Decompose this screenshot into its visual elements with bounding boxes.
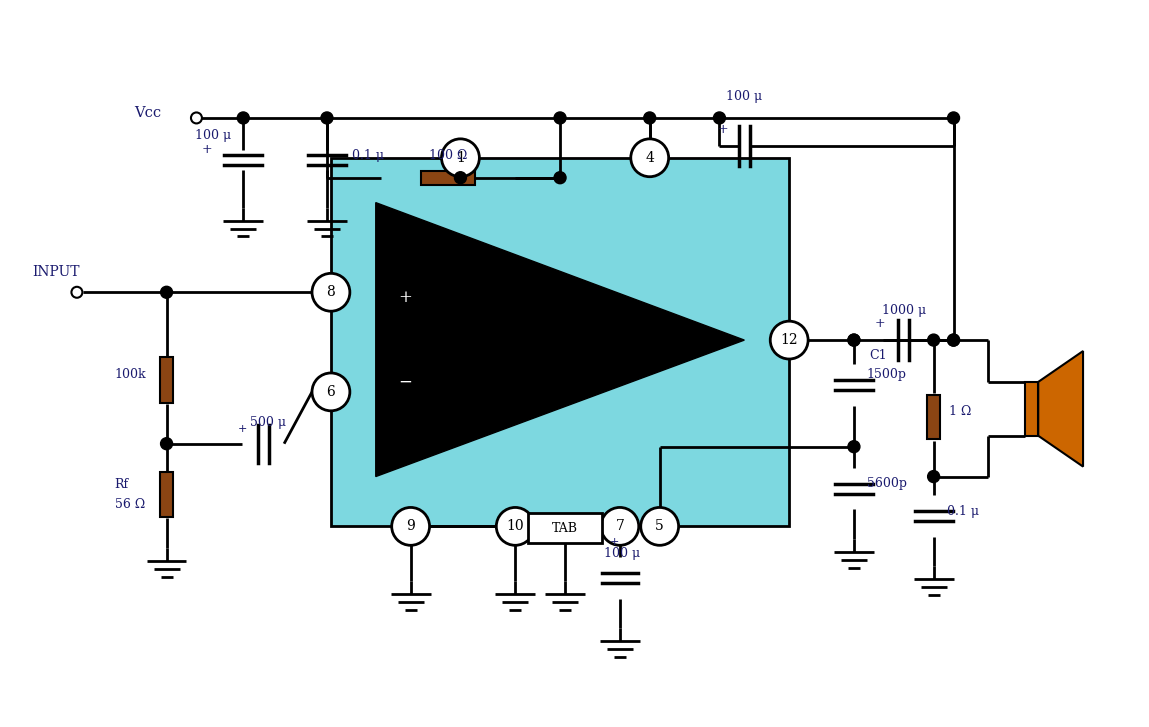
Text: 1000 μ: 1000 μ [881, 304, 926, 317]
Circle shape [161, 286, 172, 298]
Circle shape [392, 507, 430, 545]
Text: 5600p: 5600p [866, 477, 907, 490]
Circle shape [191, 113, 202, 124]
Text: 6: 6 [326, 385, 336, 399]
Circle shape [554, 172, 566, 184]
Circle shape [238, 112, 249, 124]
Circle shape [313, 273, 349, 311]
Text: −: − [399, 374, 412, 390]
Circle shape [848, 334, 859, 346]
Circle shape [71, 286, 83, 298]
Bar [421, 171, 476, 185]
Text: Vcc: Vcc [133, 106, 161, 120]
Circle shape [927, 334, 940, 346]
Circle shape [641, 507, 679, 545]
Circle shape [631, 139, 669, 177]
Bar [1025, 382, 1039, 435]
Text: 7: 7 [616, 519, 624, 534]
Text: TAB: TAB [552, 522, 578, 535]
Text: 4: 4 [646, 150, 654, 165]
Circle shape [161, 438, 172, 450]
Circle shape [601, 507, 639, 545]
Circle shape [496, 507, 534, 545]
Text: 10: 10 [507, 519, 524, 534]
Bar [927, 395, 940, 438]
Text: +: + [202, 143, 213, 156]
Text: 100 μ: 100 μ [726, 89, 763, 103]
Circle shape [848, 334, 859, 346]
Circle shape [643, 112, 656, 124]
Text: Rf: Rf [115, 478, 129, 491]
Text: +: + [718, 124, 728, 137]
Circle shape [948, 334, 959, 346]
Text: 500 μ: 500 μ [250, 417, 286, 429]
Text: C1: C1 [869, 348, 887, 361]
Circle shape [313, 373, 349, 411]
Text: +: + [874, 317, 885, 329]
Text: +: + [610, 537, 619, 547]
Text: INPUT: INPUT [32, 265, 79, 279]
Circle shape [554, 112, 566, 124]
Bar [160, 472, 173, 518]
Text: +: + [238, 424, 247, 434]
Text: 0.1 μ: 0.1 μ [352, 149, 384, 162]
Circle shape [455, 172, 466, 184]
Polygon shape [376, 203, 745, 477]
Text: 100 μ: 100 μ [195, 129, 231, 142]
Text: 12: 12 [780, 333, 799, 347]
Text: 100 μ: 100 μ [603, 547, 640, 560]
Text: 0.1 μ: 0.1 μ [947, 505, 979, 518]
Text: 100k: 100k [115, 369, 146, 382]
Circle shape [441, 139, 479, 177]
Bar [527, 513, 602, 543]
Text: 5: 5 [655, 519, 664, 534]
Bar [331, 158, 789, 526]
Text: 100 Ω: 100 Ω [429, 149, 468, 162]
Text: +: + [399, 289, 412, 306]
Text: 1500p: 1500p [866, 369, 907, 382]
Text: 56 Ω: 56 Ω [115, 498, 145, 511]
Text: 1 Ω: 1 Ω [949, 406, 971, 418]
Circle shape [770, 321, 808, 359]
Polygon shape [1039, 351, 1084, 467]
Circle shape [948, 112, 959, 124]
Text: 8: 8 [326, 285, 336, 300]
Circle shape [321, 112, 333, 124]
Text: 1: 1 [456, 150, 465, 165]
Text: 9: 9 [407, 519, 415, 534]
Circle shape [927, 470, 940, 483]
Bar [160, 357, 173, 403]
Circle shape [714, 112, 725, 124]
Circle shape [948, 334, 959, 346]
Circle shape [848, 441, 859, 453]
